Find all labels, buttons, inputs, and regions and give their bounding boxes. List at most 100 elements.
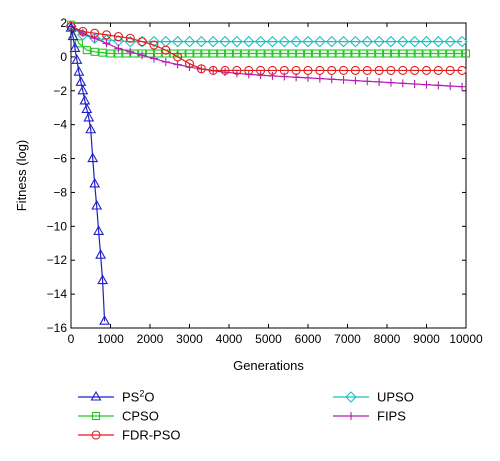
data-point-circle [184, 59, 195, 69]
data-point-square [209, 49, 218, 58]
data-point-diamond [432, 35, 445, 48]
data-point-square [343, 49, 352, 58]
series-cpso [66, 20, 471, 58]
data-point-triangle [95, 249, 107, 259]
legend-item: UPSO [333, 390, 414, 405]
data-point-triangle [90, 390, 102, 401]
legend-label: FIPS [377, 409, 406, 424]
data-point-triangle [77, 84, 89, 95]
data-point-circle [386, 65, 396, 75]
data-point-square [454, 49, 463, 58]
data-point-circle [374, 65, 384, 75]
data-point-diamond [183, 35, 196, 48]
data-point-triangle [71, 54, 83, 64]
data-point-plus [375, 77, 384, 86]
data-point-diamond [231, 35, 243, 48]
data-point-circle [149, 40, 159, 50]
data-point-plus [149, 54, 158, 63]
data-point-square [335, 49, 344, 58]
data-point-plus [434, 81, 443, 90]
data-point-circle [161, 45, 171, 55]
x-axis-title: Generations [233, 358, 304, 373]
data-point-square [296, 49, 305, 58]
data-point-square [185, 49, 194, 58]
data-point-circle [433, 65, 443, 75]
x-tick-label: 0 [68, 332, 75, 346]
data-point-circle [338, 65, 349, 75]
data-point-diamond [171, 35, 184, 48]
data-point-diamond [345, 391, 357, 403]
data-point-square [351, 49, 360, 58]
data-point-circle [445, 65, 455, 75]
data-point-triangle [89, 177, 101, 188]
x-tick-label: 10000 [449, 332, 483, 346]
data-point-plus [351, 76, 360, 85]
data-point-square [98, 48, 107, 57]
data-point-square [201, 49, 210, 58]
data-point-circle [410, 65, 420, 75]
data-point-square [91, 411, 101, 421]
data-point-square [382, 49, 392, 58]
data-point-triangle [81, 103, 93, 113]
x-tick-label: 5000 [255, 332, 282, 346]
data-point-diamond [148, 35, 160, 48]
data-point-triangle [93, 225, 105, 235]
data-point-plus [422, 80, 431, 89]
y-tick-label: 2 [60, 16, 67, 30]
data-point-square [446, 49, 455, 58]
series-upso [65, 20, 468, 48]
x-tick-label: 2000 [137, 332, 164, 346]
data-point-square [288, 49, 297, 58]
data-point-circle [208, 65, 218, 75]
data-point-circle [113, 32, 123, 42]
legend: PS2O CPSO FDR-PSO UPSO FIPS [78, 389, 414, 443]
x-tick-label: 4000 [216, 332, 243, 346]
data-point-plus [256, 71, 265, 80]
data-point-diamond [325, 35, 338, 48]
data-point-square [359, 49, 368, 58]
legend-label: CPSO [122, 409, 159, 424]
data-point-triangle [83, 111, 95, 122]
data-point-diamond [302, 35, 314, 48]
data-point-circle [303, 65, 313, 75]
y-axis-title: Fitness (log) [14, 140, 29, 212]
y-tick-label: −14 [47, 287, 68, 301]
data-point-circle [279, 65, 289, 75]
data-point-plus [173, 60, 182, 69]
y-tick-label: 0 [60, 50, 67, 64]
legend-label: FDR-PSO [122, 428, 181, 443]
y-tick-label: −2 [53, 84, 67, 98]
data-point-square [82, 46, 91, 55]
y-axis: 2 0 −2 −4 −6 −8 −10 −12 −14 −16 [47, 16, 466, 335]
data-point-square [406, 49, 415, 58]
data-point-square [398, 49, 407, 58]
data-point-plus [458, 82, 467, 91]
legend-label: UPSO [377, 390, 414, 405]
data-point-plus [126, 47, 135, 56]
data-point-plus [363, 77, 372, 86]
y-tick-label: −12 [47, 253, 68, 267]
data-point-square [303, 49, 313, 58]
data-point-circle [362, 65, 372, 75]
y-tick-label: −10 [47, 219, 68, 233]
data-point-square [319, 49, 328, 58]
data-point-circle [90, 28, 100, 38]
data-point-triangle [79, 94, 91, 105]
data-point-square [106, 49, 115, 58]
data-point-circle [173, 52, 183, 62]
data-point-diamond [373, 35, 385, 48]
data-point-circle [350, 65, 360, 75]
data-point-circle [327, 65, 337, 75]
data-point-square [375, 49, 384, 58]
data-point-circle [102, 30, 112, 40]
data-point-circle [91, 430, 101, 440]
legend-label: PS2O [122, 389, 154, 405]
y-tick-label: −16 [47, 321, 68, 335]
data-point-circle [78, 26, 88, 37]
data-point-square [422, 49, 431, 58]
y-tick-label: −6 [53, 152, 67, 166]
y-tick-label: −4 [53, 118, 67, 132]
x-tick-label: 9000 [413, 332, 440, 346]
data-point-circle [421, 65, 432, 75]
data-point-triangle [69, 42, 81, 52]
